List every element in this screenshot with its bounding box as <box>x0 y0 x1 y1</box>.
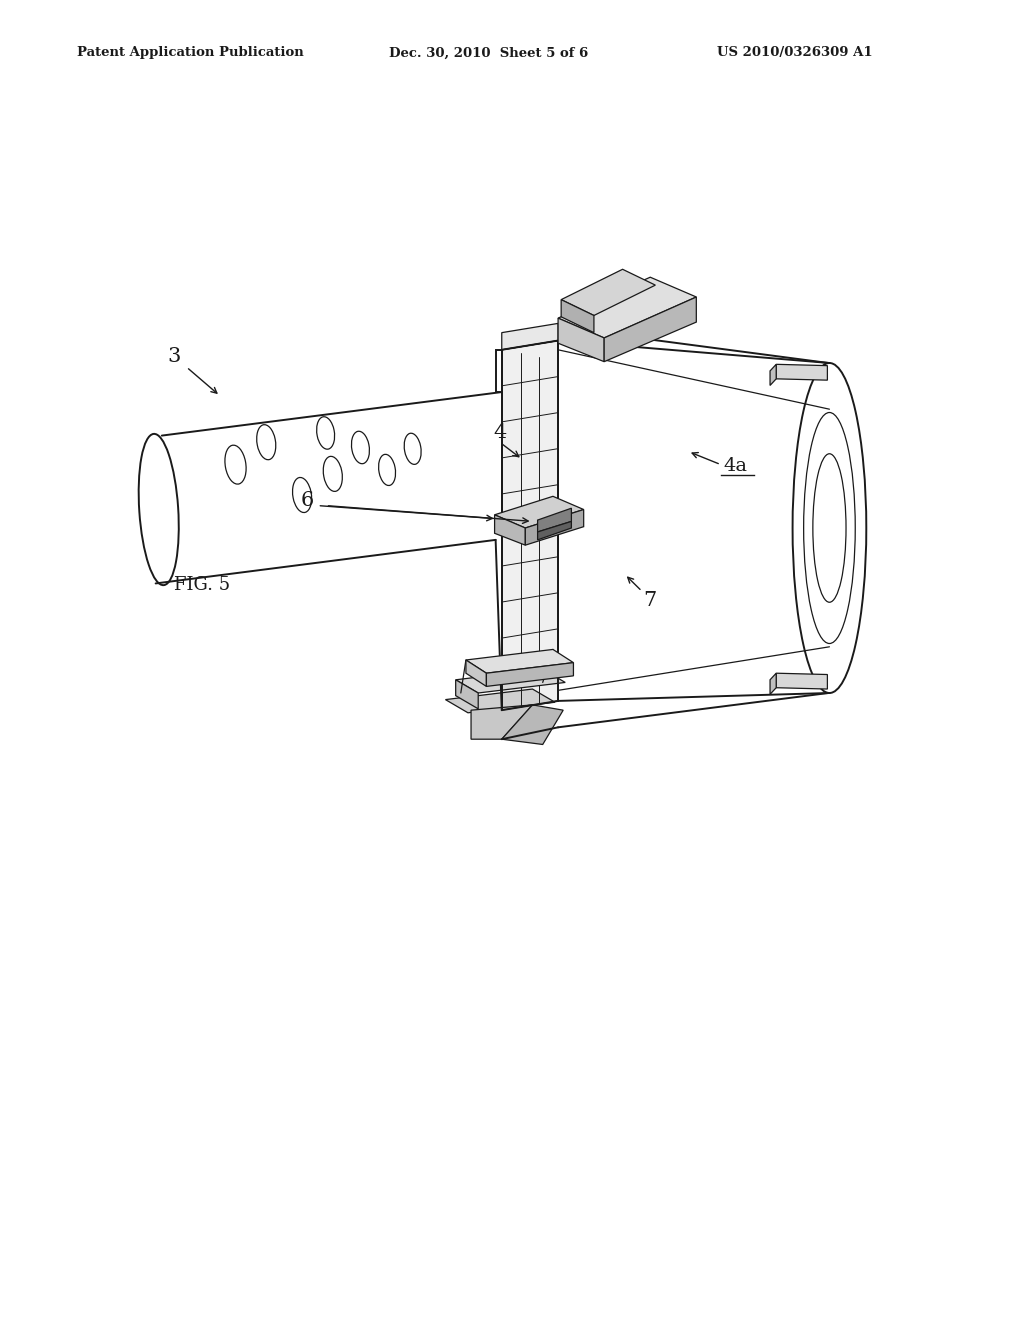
Text: 3: 3 <box>167 347 181 366</box>
Polygon shape <box>538 508 571 532</box>
Ellipse shape <box>293 478 311 512</box>
Text: 7: 7 <box>644 591 656 610</box>
Ellipse shape <box>793 363 866 693</box>
Ellipse shape <box>804 412 855 644</box>
Polygon shape <box>496 350 502 392</box>
Polygon shape <box>770 364 776 385</box>
Ellipse shape <box>379 454 395 486</box>
Polygon shape <box>558 318 604 362</box>
Text: US 2010/0326309 A1: US 2010/0326309 A1 <box>717 46 872 59</box>
Polygon shape <box>456 680 478 709</box>
Polygon shape <box>502 323 558 350</box>
Polygon shape <box>466 660 486 686</box>
Ellipse shape <box>316 417 335 449</box>
Polygon shape <box>604 297 696 362</box>
Ellipse shape <box>257 425 275 459</box>
Polygon shape <box>525 510 584 545</box>
Text: 4a: 4a <box>723 457 748 475</box>
Text: Patent Application Publication: Patent Application Publication <box>77 46 303 59</box>
Polygon shape <box>502 341 558 710</box>
Ellipse shape <box>324 457 342 491</box>
Polygon shape <box>538 521 571 540</box>
Ellipse shape <box>225 445 246 484</box>
Polygon shape <box>471 705 532 739</box>
Polygon shape <box>466 649 573 673</box>
Polygon shape <box>486 663 573 686</box>
Ellipse shape <box>813 454 846 602</box>
Polygon shape <box>770 673 776 694</box>
Text: 4: 4 <box>494 424 506 442</box>
Polygon shape <box>502 705 563 744</box>
Polygon shape <box>495 515 525 545</box>
Polygon shape <box>776 673 827 689</box>
Ellipse shape <box>404 433 421 465</box>
Polygon shape <box>558 277 696 338</box>
Polygon shape <box>561 300 594 333</box>
Text: 6: 6 <box>301 491 313 510</box>
Ellipse shape <box>351 432 370 463</box>
Polygon shape <box>445 689 555 713</box>
Polygon shape <box>561 269 655 315</box>
Polygon shape <box>456 669 565 693</box>
Text: FIG. 5: FIG. 5 <box>174 576 229 594</box>
Text: Dec. 30, 2010  Sheet 5 of 6: Dec. 30, 2010 Sheet 5 of 6 <box>389 46 589 59</box>
Ellipse shape <box>138 434 179 585</box>
Polygon shape <box>776 364 827 380</box>
Polygon shape <box>495 496 584 528</box>
